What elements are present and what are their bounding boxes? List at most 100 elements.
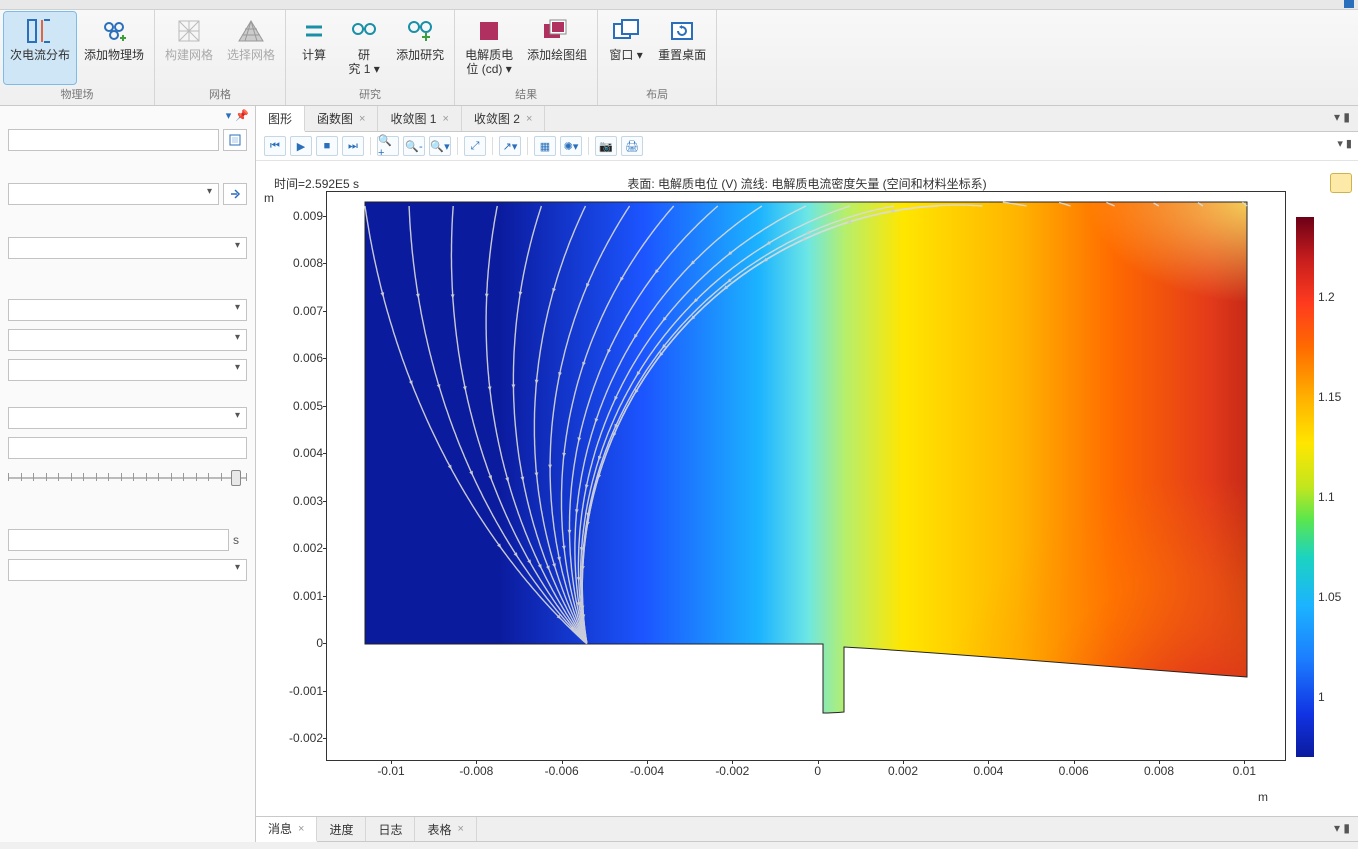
y-tick-mark xyxy=(323,596,327,597)
select-icon xyxy=(228,133,242,147)
settings-input-3[interactable] xyxy=(8,529,229,551)
y-tick-label: 0.008 xyxy=(275,256,323,270)
plot-minimize-handle[interactable]: ▾ ▮ xyxy=(1337,137,1352,150)
play-button[interactable]: ▶ xyxy=(290,136,312,156)
add-plotgroup-icon xyxy=(541,14,573,48)
graphics-tabs-pin[interactable]: ▾ ▮ xyxy=(1326,106,1358,131)
x-tick-label: -0.006 xyxy=(532,764,592,778)
zoom-extents-button[interactable]: ⤢ xyxy=(464,136,486,156)
snapshot-button[interactable]: 📷 xyxy=(595,136,617,156)
settings-input-1[interactable] xyxy=(8,129,219,151)
bottom-tab-log[interactable]: 日志 xyxy=(366,817,415,841)
electrolyte-potential-button[interactable]: 电解质电 位 (cd) ▾ xyxy=(459,12,519,84)
plot-area: ▾ ▮ 时间=2.592E5 s 表面: 电解质电位 (V) 流线: 电解质电流… xyxy=(256,161,1358,816)
settings-select-7[interactable] xyxy=(8,559,247,581)
x-tick-mark xyxy=(1244,760,1245,764)
tab-close-icon[interactable]: × xyxy=(298,823,304,835)
settings-go-button[interactable] xyxy=(223,183,247,205)
study1-button[interactable]: 研 究 1 ▾ xyxy=(340,12,388,84)
plot-float-button[interactable] xyxy=(1330,173,1352,193)
first-frame-button[interactable]: ⏮ xyxy=(264,136,286,156)
add-physics-button[interactable]: 添加物理场 xyxy=(78,12,150,84)
settings-select-2[interactable] xyxy=(8,237,247,259)
bottom-tab-messages[interactable]: 消息 × xyxy=(256,817,317,842)
slider-thumb[interactable] xyxy=(231,470,241,486)
zoom-out-button[interactable]: 🔍- xyxy=(403,136,425,156)
panel-collapse-icon[interactable]: ▾ xyxy=(226,109,232,122)
electrolyte-potential-label: 电解质电 位 (cd) ▾ xyxy=(465,48,513,76)
y-tick-mark xyxy=(323,358,327,359)
settings-select-1[interactable] xyxy=(8,183,219,205)
reset-desktop-button[interactable]: 重置桌面 xyxy=(652,12,712,84)
select-mesh-button[interactable]: 选择网格 xyxy=(221,12,281,84)
ribbon: 次电流分布 添加物理场 物理场 构建网格 选择 xyxy=(0,10,1358,106)
tab-close-icon[interactable]: × xyxy=(526,113,532,125)
y-tick-label: 0.003 xyxy=(275,494,323,508)
compute-button[interactable]: 计算 xyxy=(290,12,338,84)
plot-axes[interactable]: 0.0090.0080.0070.0060.0050.0040.0030.002… xyxy=(326,191,1286,761)
stop-button[interactable]: ■ xyxy=(316,136,338,156)
settings-input-2[interactable] xyxy=(8,437,247,459)
x-tick-mark xyxy=(903,760,904,764)
settings-select-6[interactable] xyxy=(8,407,247,429)
current-distribution-button[interactable]: 次电流分布 xyxy=(4,12,76,84)
settings-select-button-1[interactable] xyxy=(223,129,247,151)
tab-close-icon[interactable]: × xyxy=(458,823,464,835)
tab-label: 收敛图 2 xyxy=(474,110,520,127)
tab-label: 函数图 xyxy=(317,110,353,127)
tab-conv1[interactable]: 收敛图 1× xyxy=(378,106,461,131)
go-icon xyxy=(228,187,242,201)
tab-conv2[interactable]: 收敛图 2 × xyxy=(462,106,545,131)
panel-pin-icon[interactable]: 📌 xyxy=(235,109,249,122)
build-mesh-button[interactable]: 构建网格 xyxy=(159,12,219,84)
ribbon-group-mesh-name: 网格 xyxy=(159,84,281,105)
colorbar-tick: 1.15 xyxy=(1318,390,1341,404)
zoom-in-button[interactable]: 🔍+ xyxy=(377,136,399,156)
y-axis-unit: m xyxy=(264,191,274,205)
window-button[interactable]: 窗口 ▾ xyxy=(602,12,650,84)
add-study-button[interactable]: 添加研究 xyxy=(390,12,450,84)
tab-graphics[interactable]: 图形 xyxy=(256,106,305,132)
y-tick-label: 0.002 xyxy=(275,541,323,555)
graphics-toolbar: ⏮ ▶ ■ ⏭ 🔍+ 🔍- 🔍▾ ⤢ ↗▾ ▦ ✺▾ 📷 🖨 xyxy=(256,132,1358,161)
current-distribution-icon xyxy=(24,14,56,48)
tab-label: 消息 xyxy=(268,820,292,837)
tab-close-icon[interactable]: × xyxy=(359,113,365,125)
scene-light-button[interactable]: ✺▾ xyxy=(560,136,582,156)
settings-panel: ▾ 📌 s xyxy=(0,106,256,842)
tab-func-plot[interactable]: 函数图 × xyxy=(305,106,378,131)
settings-select-3[interactable] xyxy=(8,299,247,321)
axes-button[interactable]: ↗▾ xyxy=(499,136,521,156)
surface-plot xyxy=(327,192,1287,762)
y-tick-mark xyxy=(323,738,327,739)
next-frame-button[interactable]: ⏭ xyxy=(342,136,364,156)
add-physics-label: 添加物理场 xyxy=(84,48,144,62)
settings-select-5[interactable] xyxy=(8,359,247,381)
ribbon-group-study-name: 研究 xyxy=(290,84,450,105)
bottom-tab-table[interactable]: 表格× xyxy=(415,817,476,841)
select-mesh-label: 选择网格 xyxy=(227,48,275,62)
y-tick-label: 0.004 xyxy=(275,446,323,460)
add-plotgroup-label: 添加绘图组 xyxy=(527,48,587,62)
add-plotgroup-button[interactable]: 添加绘图组 xyxy=(521,12,593,84)
ribbon-group-mesh: 构建网格 选择网格 网格 xyxy=(155,10,286,105)
tab-label: 日志 xyxy=(378,821,402,838)
colorbar-tick: 1.05 xyxy=(1318,590,1341,604)
colorbar-tick: 1 xyxy=(1318,690,1325,704)
x-tick-label: 0 xyxy=(788,764,848,778)
y-tick-mark xyxy=(323,406,327,407)
build-mesh-icon xyxy=(175,14,203,48)
bottom-tab-progress[interactable]: 进度 xyxy=(317,817,366,841)
tab-close-icon[interactable]: × xyxy=(442,113,448,125)
settings-select-4[interactable] xyxy=(8,329,247,351)
bottom-tabs: 消息 × 进度日志表格× ▾ ▮ xyxy=(256,816,1358,842)
y-tick-label: 0.001 xyxy=(275,589,323,603)
y-tick-label: 0.006 xyxy=(275,351,323,365)
print-button[interactable]: 🖨 xyxy=(621,136,643,156)
settings-slider[interactable] xyxy=(8,467,247,489)
time-label: 时间=2.592E5 s xyxy=(274,175,359,192)
zoom-box-button[interactable]: 🔍▾ xyxy=(429,136,451,156)
grid-button[interactable]: ▦ xyxy=(534,136,556,156)
x-tick-label: -0.008 xyxy=(446,764,506,778)
bottom-tabs-pin[interactable]: ▾ ▮ xyxy=(1326,817,1358,841)
